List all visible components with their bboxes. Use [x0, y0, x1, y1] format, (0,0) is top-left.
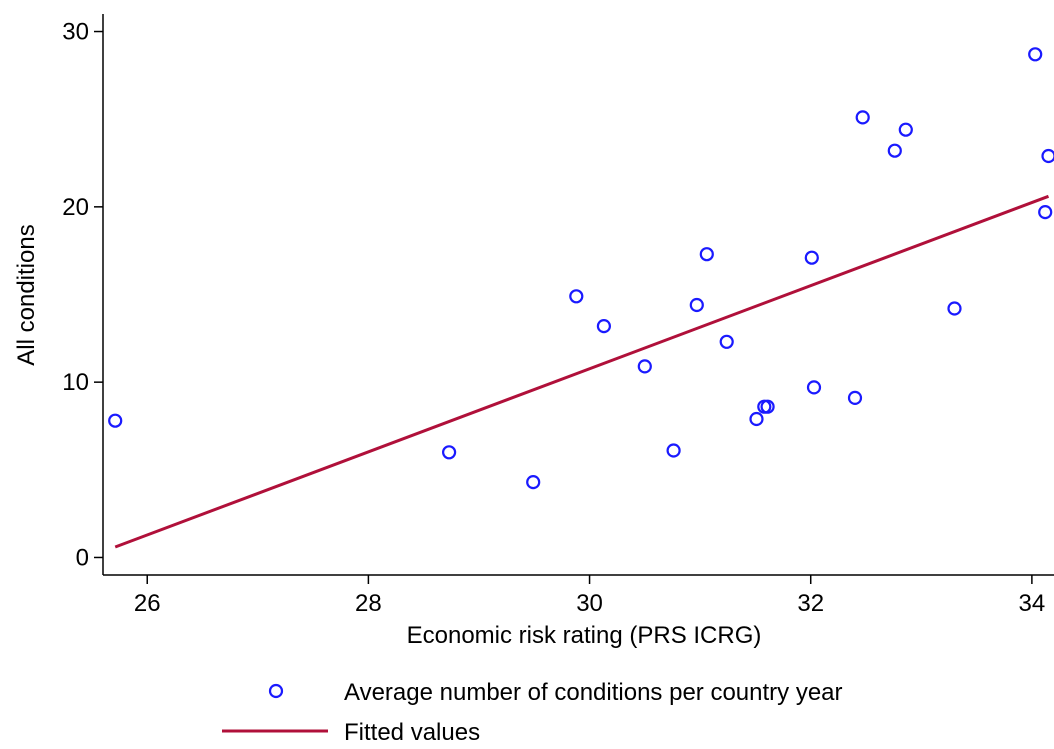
fitted-line-layer [115, 196, 1048, 547]
data-point [857, 111, 869, 123]
x-axis-title: Economic risk rating (PRS ICRG) [407, 622, 762, 649]
data-point [701, 248, 713, 260]
y-tick-label: 30 [62, 19, 89, 46]
x-tick-label: 28 [355, 590, 382, 617]
data-point [1043, 150, 1054, 162]
data-point [1039, 206, 1051, 218]
legend-label-scatter: Average number of conditions per country… [344, 679, 843, 706]
points-layer [109, 48, 1054, 488]
legend-marker-scatter [270, 685, 282, 697]
data-point [691, 299, 703, 311]
data-point [443, 446, 455, 458]
data-point [949, 303, 961, 315]
y-tick-label: 20 [62, 194, 89, 221]
legend: Average number of conditions per country… [222, 679, 843, 744]
axes: 26 28 30 32 34 0 10 20 30 [62, 14, 1054, 617]
x-tick-label: 34 [1019, 590, 1046, 617]
y-tick-label: 10 [62, 369, 89, 396]
data-point [639, 360, 651, 372]
data-point [889, 145, 901, 157]
y-axis-title: All conditions [13, 224, 40, 365]
data-point [751, 413, 763, 425]
x-tick-label: 26 [134, 590, 161, 617]
data-point [668, 445, 680, 457]
x-tick-label: 32 [797, 590, 824, 617]
data-point [527, 476, 539, 488]
data-point [598, 320, 610, 332]
y-tick-label: 0 [76, 544, 89, 571]
data-point [849, 392, 861, 404]
data-point [721, 336, 733, 348]
data-point [109, 415, 121, 427]
data-point [808, 381, 820, 393]
legend-label-line: Fitted values [344, 719, 480, 744]
data-point [1029, 48, 1041, 60]
data-point [900, 124, 912, 136]
x-tick-label: 30 [576, 590, 603, 617]
data-point [570, 290, 582, 302]
fitted-line [115, 196, 1048, 547]
data-point [806, 252, 818, 264]
